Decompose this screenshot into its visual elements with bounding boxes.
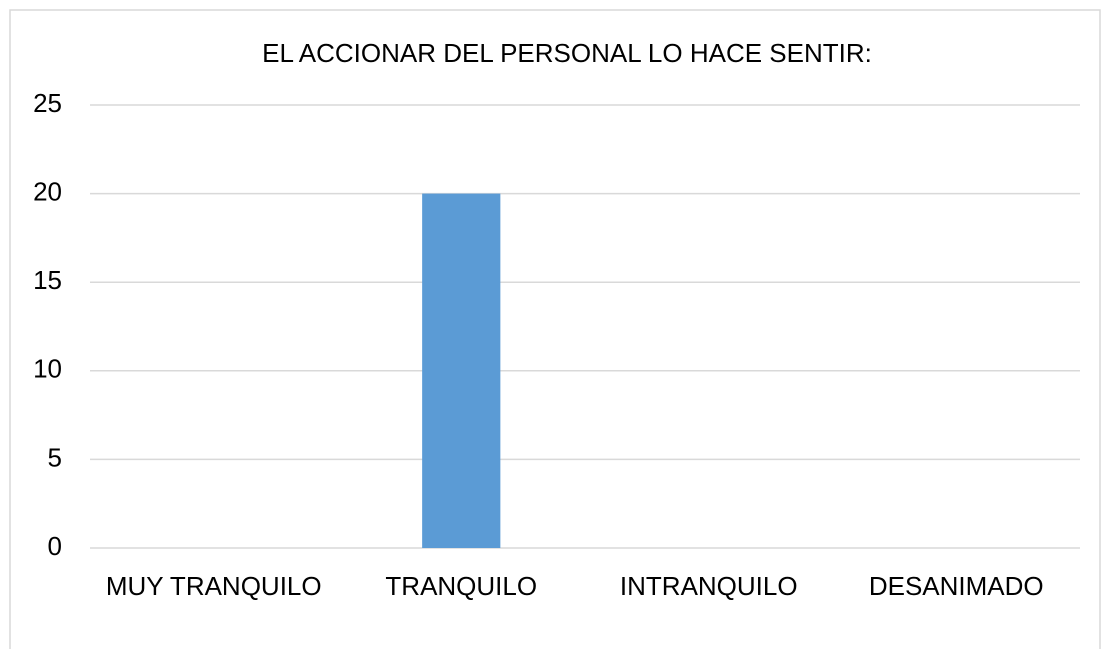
y-tick-label: 20 bbox=[33, 176, 62, 206]
x-tick-label: DESANIMADO bbox=[868, 571, 1044, 601]
y-tick-label: 25 bbox=[33, 88, 62, 118]
y-tick-label: 5 bbox=[48, 442, 62, 472]
y-tick-label: 15 bbox=[33, 265, 62, 295]
y-tick-label: 0 bbox=[48, 531, 62, 561]
x-tick-label: TRANQUILO bbox=[385, 571, 538, 601]
chart-title: EL ACCIONAR DEL PERSONAL LO HACE SENTIR: bbox=[262, 38, 872, 68]
x-tick-label: INTRANQUILO bbox=[619, 571, 798, 601]
bar bbox=[422, 193, 501, 548]
x-tick-label: MUY TRANQUILO bbox=[105, 571, 322, 601]
y-tick-label: 10 bbox=[33, 354, 62, 384]
chart-border bbox=[9, 9, 1101, 649]
